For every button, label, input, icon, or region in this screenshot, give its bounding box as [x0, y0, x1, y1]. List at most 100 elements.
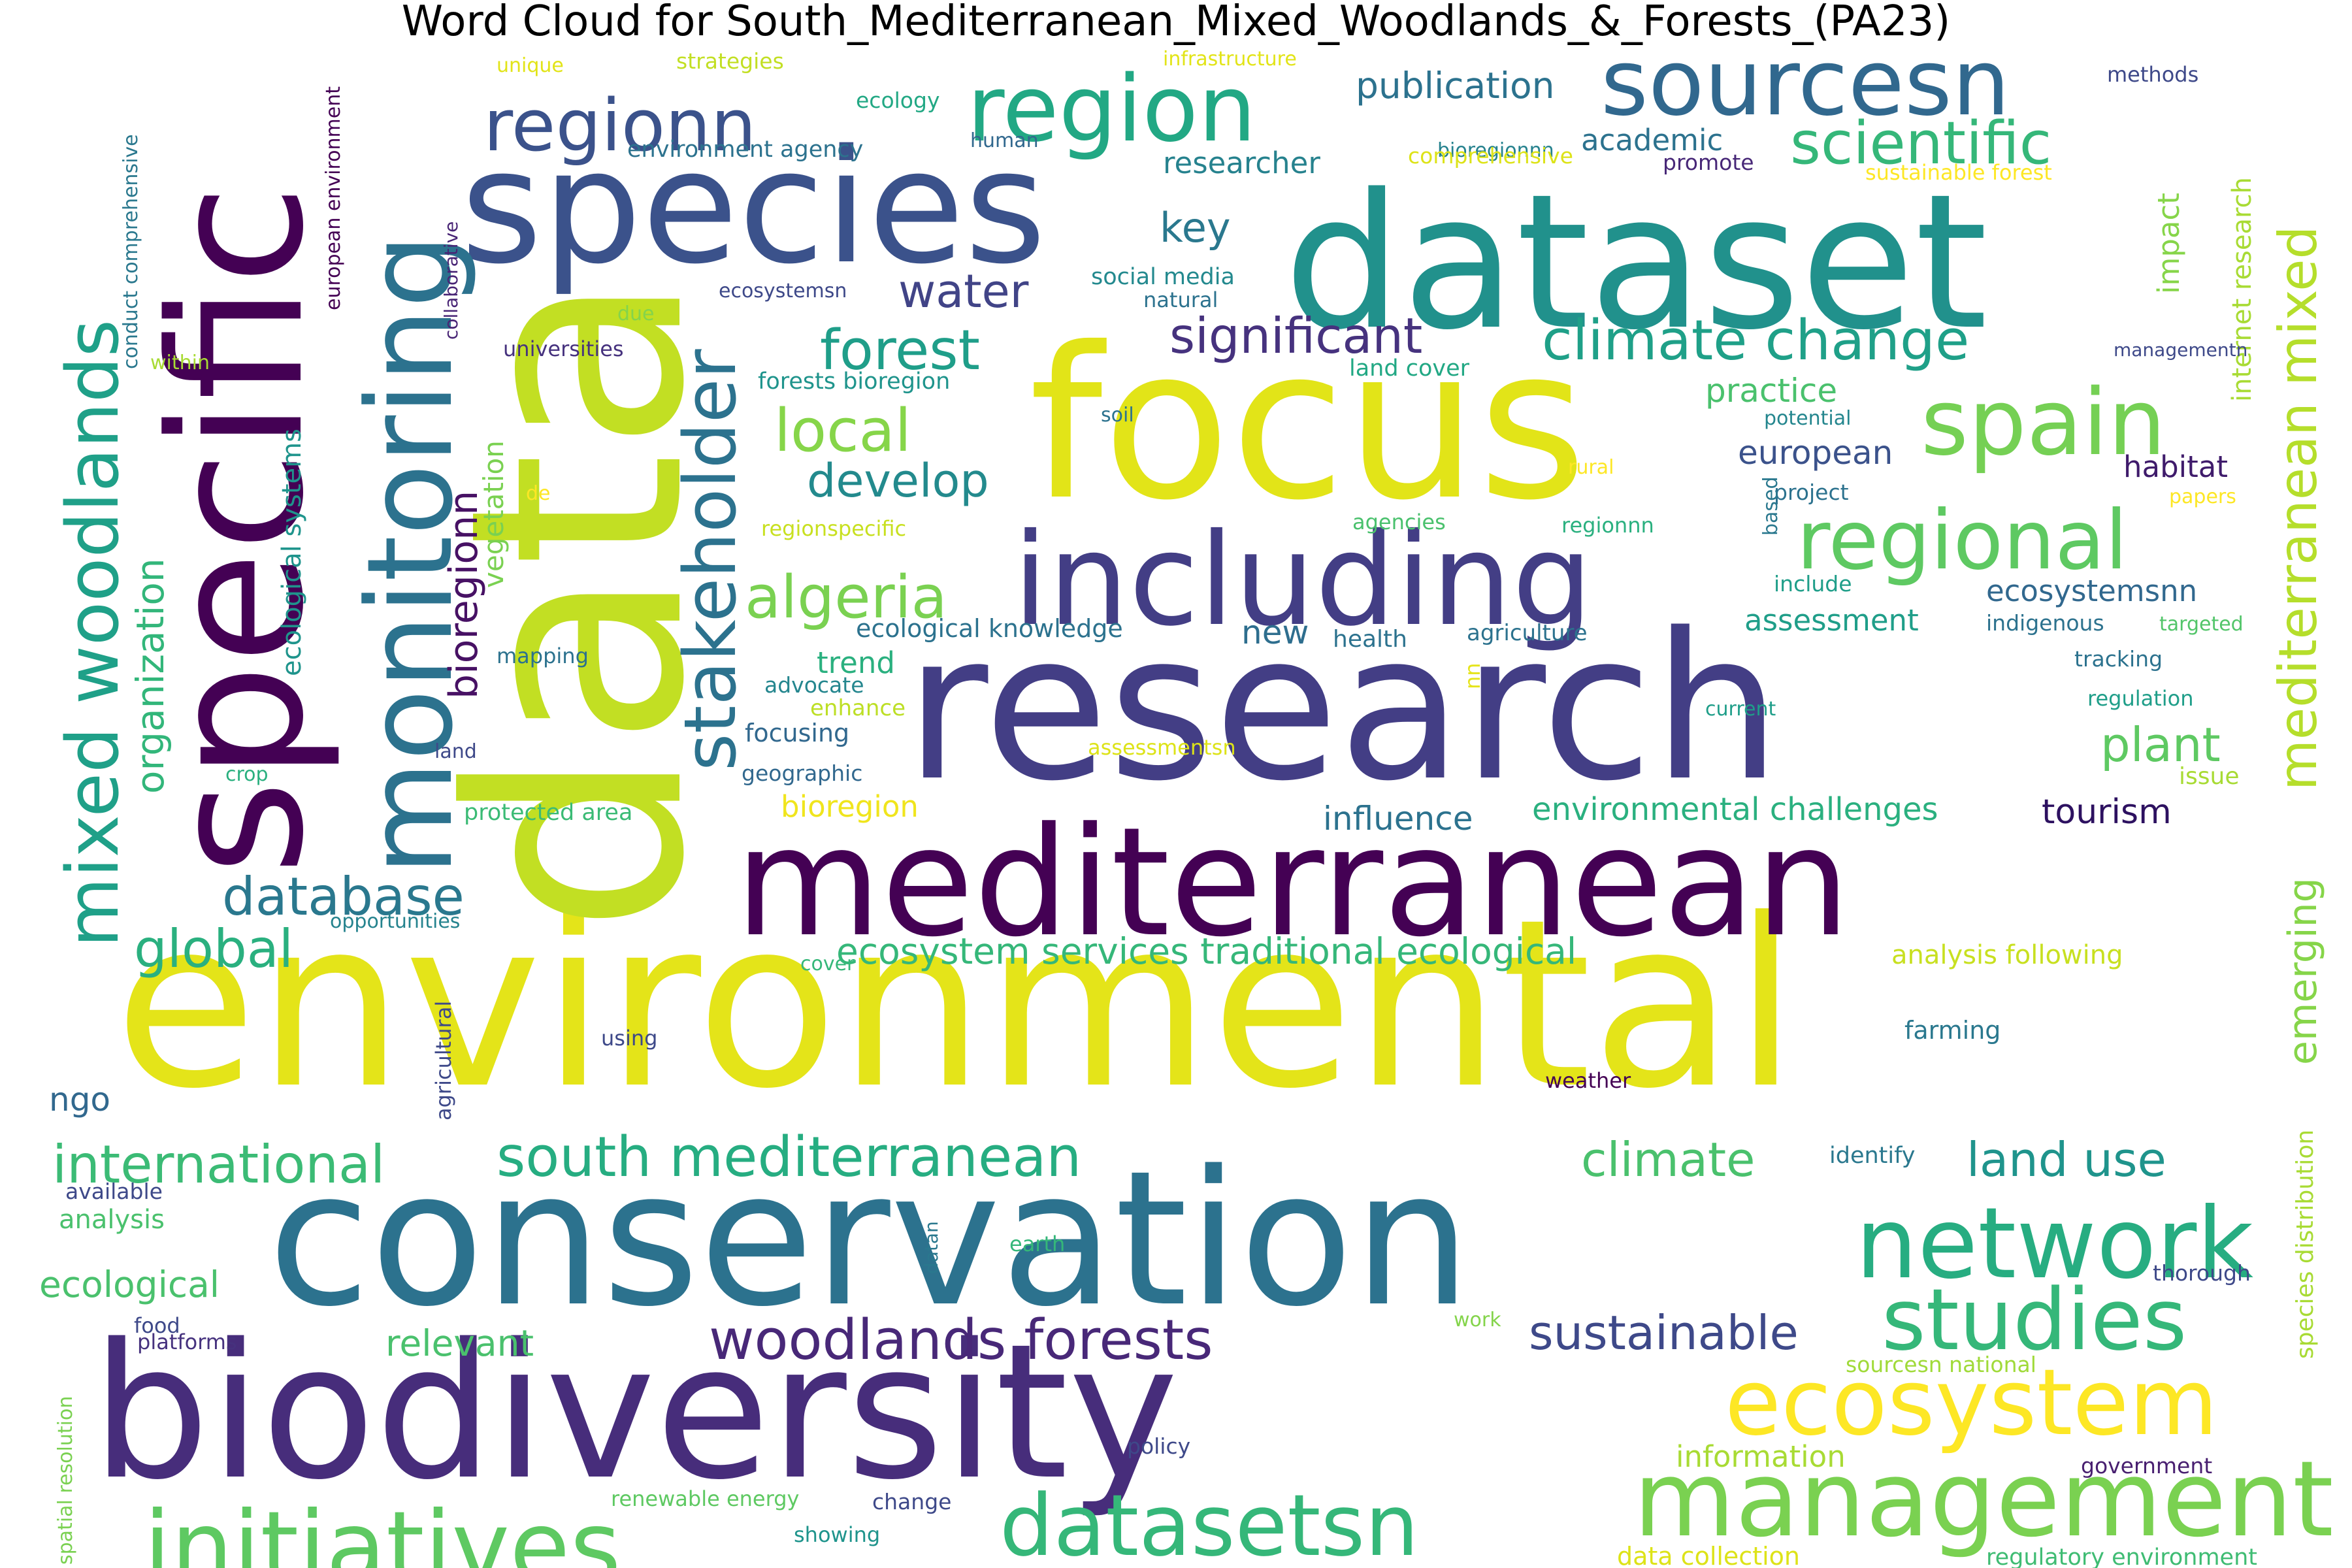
word-significant: significant — [1169, 307, 1422, 365]
word-tracking: tracking — [2074, 646, 2163, 672]
word-crop: crop — [225, 763, 269, 786]
word-monitoring: monitoring — [342, 233, 479, 875]
word-protected-area: protected area — [464, 800, 632, 826]
word-advocate: advocate — [764, 672, 864, 698]
word-food: food — [134, 1313, 180, 1338]
word-enhance: enhance — [810, 695, 906, 721]
word-ngo: ngo — [49, 1081, 110, 1119]
word-data: data — [407, 272, 749, 934]
word-network: network — [1855, 1187, 2253, 1301]
word-environmental-challenges: environmental challenges — [1532, 791, 1938, 828]
word-de: de — [526, 482, 551, 505]
word-new: new — [1241, 613, 1309, 651]
word-database: database — [222, 866, 465, 927]
word-platforms: platforms — [137, 1330, 237, 1354]
word-emerging: emerging — [2280, 877, 2326, 1065]
word-ecosystemsn: ecosystemsn — [719, 280, 847, 302]
word-local: local — [774, 397, 911, 465]
word-project: project — [1774, 480, 1849, 505]
word-farming: farming — [1904, 1016, 2001, 1045]
word-european-environment: european environment — [322, 86, 345, 310]
word-bioregion: bioregion — [781, 789, 919, 824]
word-work: work — [1454, 1309, 1501, 1331]
word-identify: identify — [1829, 1143, 1916, 1169]
word-dataset: dataset — [1284, 154, 1988, 371]
word-methods: methods — [2107, 62, 2198, 87]
word-climate: climate — [1581, 1132, 1755, 1187]
word-health: health — [1333, 626, 1407, 653]
word-human: human — [970, 129, 1039, 152]
word-potential: potential — [1764, 407, 1851, 430]
word-sourcesn-national: sourcesn national — [1846, 1352, 2036, 1377]
word-studies: studies — [1882, 1270, 2187, 1369]
word-soil: soil — [1101, 404, 1134, 427]
word-nn: nn — [1460, 662, 1485, 689]
word-land: land — [434, 740, 477, 763]
word-regionnn: regionnn — [1561, 513, 1654, 538]
word-forests-bioregion: forests bioregion — [758, 368, 950, 395]
word-influence: influence — [1323, 800, 1473, 838]
word-develop: develop — [807, 454, 989, 508]
word-spatial-resolution: spatial resolution — [54, 1396, 77, 1565]
word-universities: universities — [503, 336, 624, 361]
word-analysis-following: analysis following — [1891, 940, 2123, 970]
word-relevant: relevant — [385, 1322, 534, 1364]
word-environment-agency: environment agency — [627, 137, 863, 163]
word-researcher: researcher — [1163, 146, 1320, 180]
word-focusing: focusing — [745, 719, 849, 747]
word-vegetation: vegetation — [478, 440, 510, 588]
word-environmental: environmental — [114, 869, 1798, 1139]
word-research: research — [905, 590, 1781, 826]
word-focus: focus — [1029, 303, 1587, 546]
word-academic: academic — [1581, 123, 1723, 157]
word-regionn: regionn — [483, 84, 757, 167]
word-key: key — [1160, 204, 1231, 252]
word-mapping: mapping — [497, 644, 589, 668]
word-habitat: habitat — [2123, 449, 2228, 484]
word-european: european — [1738, 434, 1893, 472]
word-showing: showing — [794, 1522, 880, 1547]
word-rural: rural — [1568, 456, 1614, 479]
word-regional: regional — [1797, 493, 2128, 588]
word-promote: promote — [1663, 150, 1754, 175]
page-title: Word Cloud for South_Mediterranean_Mixed… — [401, 0, 1951, 46]
word-collaborative: collaborative — [440, 221, 462, 340]
word-strategies: strategies — [676, 48, 784, 74]
word-information: information — [1676, 1439, 1846, 1474]
word-scientific: scientific — [1790, 109, 2051, 178]
word-datasetsn: datasetsn — [1000, 1476, 1419, 1568]
word-regulation: regulation — [2087, 686, 2194, 711]
word-include: include — [1774, 571, 1852, 596]
word-species: species — [461, 116, 1046, 299]
word-current: current — [1705, 698, 1776, 721]
word-earth: earth — [1009, 1232, 1065, 1256]
word-including: including — [1013, 506, 1593, 654]
word-using: using — [601, 1026, 657, 1051]
word-weather: weather — [1545, 1068, 1631, 1093]
word-agriculture: agriculture — [1467, 620, 1588, 646]
word-sustainable: sustainable — [1529, 1305, 1799, 1360]
word-assessment: assessment — [1744, 603, 1919, 638]
word-cover: cover — [800, 953, 855, 975]
word-agencies: agencies — [1352, 510, 1446, 534]
word-spain: spain — [1921, 370, 2166, 476]
word-infrastructure: infrastructure — [1163, 48, 1297, 71]
word-trend: trend — [817, 645, 895, 680]
word-practice: practice — [1705, 372, 1837, 410]
word-tourism: tourism — [2042, 792, 2172, 832]
word-ecological: ecological — [39, 1264, 220, 1305]
word-natural: natural — [1143, 287, 1218, 312]
word-publication: publication — [1356, 65, 1555, 106]
word-targeted: targeted — [2159, 613, 2244, 636]
word-data-collection: data collection — [1617, 1542, 1800, 1568]
word-impact: impact — [2151, 193, 2186, 294]
word-managementn: managementn — [2114, 339, 2247, 361]
word-mixed-woodlands: mixed woodlands — [51, 319, 135, 947]
word-stakeholder: stakeholder — [668, 349, 752, 771]
word-datan: datan — [921, 1221, 942, 1274]
word-based: based — [1759, 476, 1782, 536]
word-mediterranean: mediterranean — [735, 796, 1850, 970]
word-internet-research: internet research — [2227, 177, 2257, 402]
